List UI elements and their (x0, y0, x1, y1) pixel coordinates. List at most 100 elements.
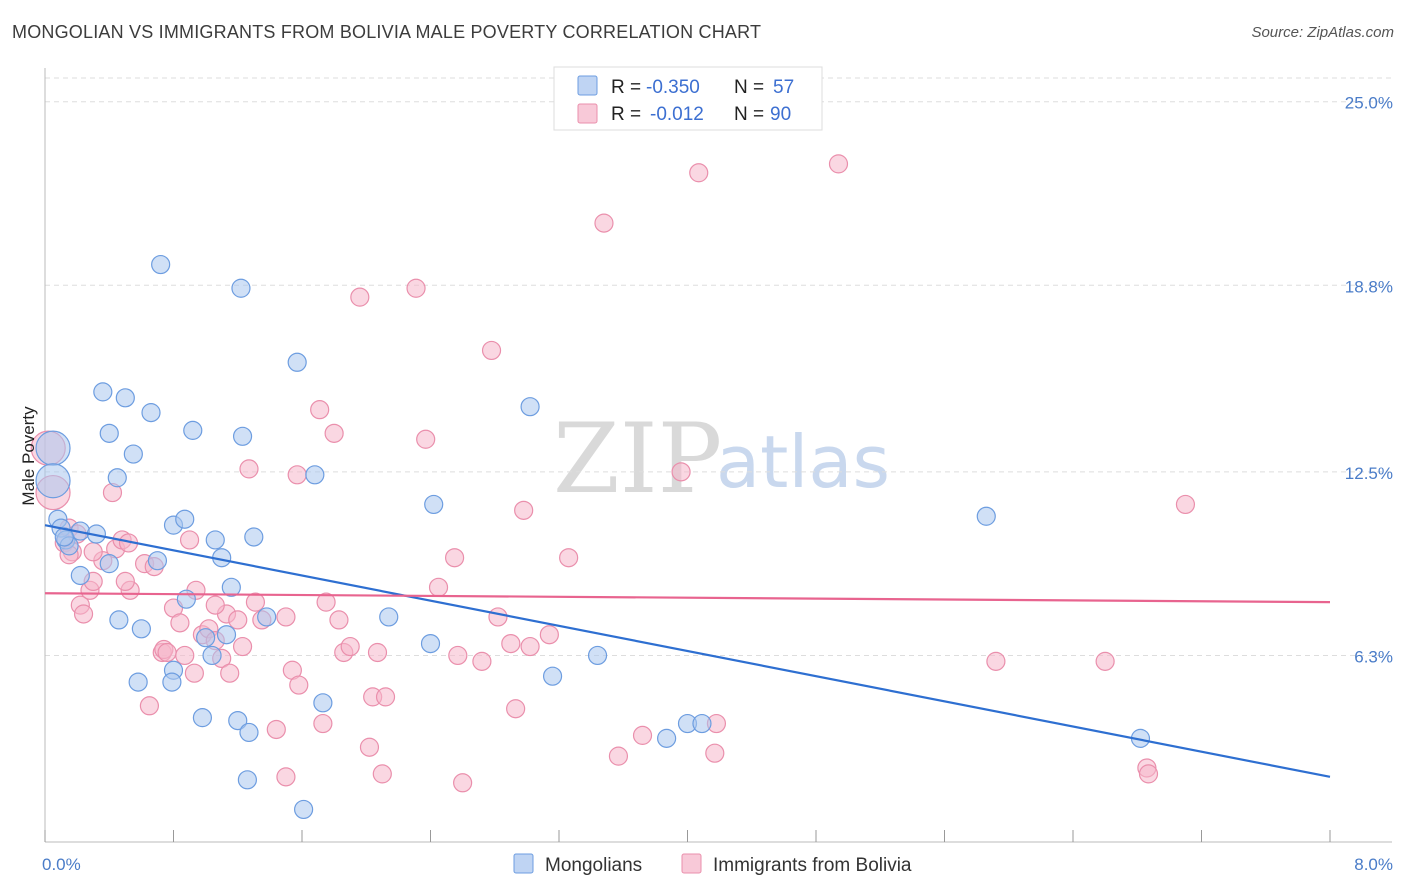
bottom-legend-swatch-bolivia (681, 853, 702, 874)
point-bolivia-20 (175, 645, 195, 666)
point-bolivia-69 (689, 163, 709, 183)
point-bolivia-35 (276, 607, 296, 627)
legend-r-label-mongolians: R = (611, 77, 641, 98)
point-bolivia-42 (324, 423, 344, 443)
point-bolivia-63 (520, 636, 540, 657)
point-bolivia-31 (239, 459, 259, 479)
point-mongolians-42 (192, 708, 213, 728)
point-mongolians-28 (287, 352, 307, 372)
x-tick-labels: 0.0% 8.0% (42, 855, 1393, 874)
watermark: ZIP atlas (553, 403, 890, 515)
point-mongolians-36 (99, 554, 119, 574)
chart-title: MONGOLIAN VS IMMIGRANTS FROM BOLIVIA MAL… (12, 22, 762, 42)
point-mongolians-34 (542, 666, 563, 686)
y-tick-labels: 6.3% 12.5% 18.8% 25.0% (1345, 94, 1393, 667)
x-tick-label-0: 0.0% (42, 855, 81, 874)
point-mongolians-8 (70, 565, 90, 586)
point-bolivia-87 (632, 725, 653, 745)
point-mongolians-50 (294, 799, 314, 820)
point-bolivia-29 (228, 610, 248, 630)
legend-r-value-bolivia: -0.012 (650, 104, 704, 125)
point-mongolians-19 (183, 420, 203, 440)
point-bolivia-62 (514, 500, 534, 520)
point-mongolians-35 (587, 645, 608, 666)
grid (45, 77, 1392, 656)
watermark-zip: ZIP (553, 403, 722, 515)
point-bolivia-76 (1138, 764, 1159, 784)
point-bolivia-64 (539, 625, 559, 645)
point-bolivia-68 (671, 462, 691, 482)
point-mongolians-21 (205, 530, 225, 550)
point-bolivia-74 (1095, 651, 1115, 671)
point-bolivia-66 (594, 213, 614, 233)
y-tick-label-0: 6.3% (1354, 647, 1393, 666)
point-bolivia-79 (83, 542, 103, 562)
point-bolivia-41 (316, 592, 336, 612)
point-mongolians-10 (115, 388, 135, 408)
point-mongolians-29 (305, 465, 325, 485)
y-tick-label-1: 12.5% (1345, 464, 1393, 483)
point-bolivia-89 (73, 604, 94, 624)
point-mongolians-33 (520, 397, 540, 417)
point-mongolians-27 (257, 607, 277, 627)
point-mongolians-39 (128, 672, 148, 692)
top-legend: R = -0.350 N = 57 R = -0.012 N = 90 (553, 66, 823, 131)
point-bolivia-85 (276, 767, 296, 787)
point-mongolians-41 (162, 672, 182, 692)
point-bolivia-67 (608, 746, 629, 766)
point-bolivia-30 (232, 636, 253, 657)
point-mongolians-30 (379, 607, 399, 627)
trendlines (44, 524, 1331, 778)
point-bolivia-45 (340, 636, 360, 657)
point-bolivia-65 (559, 548, 579, 568)
trendline-mongolians (44, 524, 1331, 778)
point-mongolians-16 (147, 551, 168, 571)
point-bolivia-55 (444, 548, 465, 568)
y-axis-label: Male Poverty (19, 406, 38, 506)
point-mongolians-25 (232, 426, 253, 446)
point-mongolians-38 (131, 619, 151, 639)
point-bolivia-43 (329, 610, 349, 630)
point-bolivia-61 (506, 699, 526, 719)
bottom-legend-swatch-mongolians (513, 853, 534, 874)
point-mongolians-45 (216, 625, 237, 645)
point-bolivia-70 (705, 743, 725, 763)
bottom-legend: Mongolians Immigrants from Bolivia (513, 853, 912, 876)
x-tick-label-1: 8.0% (1354, 855, 1393, 874)
point-mongolians-24 (231, 278, 251, 298)
point-mongolians-1 (35, 463, 71, 499)
point-mongolians-9 (99, 423, 119, 443)
point-bolivia-88 (115, 571, 135, 592)
point-mongolians-12 (107, 468, 127, 488)
point-bolivia-28 (220, 663, 240, 683)
point-bolivia-53 (416, 429, 436, 449)
point-bolivia-50 (372, 764, 392, 784)
point-bolivia-38 (289, 675, 309, 695)
point-bolivia-57 (472, 651, 492, 671)
legend-n-value-mongolians: 57 (773, 77, 794, 98)
point-bolivia-77 (1175, 494, 1196, 515)
point-mongolians-46 (228, 710, 248, 731)
point-bolivia-58 (481, 340, 502, 361)
point-bolivia-86 (453, 773, 473, 793)
series-mongolians-points (35, 254, 1151, 820)
point-mongolians-18 (175, 509, 195, 529)
point-mongolians-11 (93, 382, 113, 402)
point-bolivia-54 (428, 577, 449, 597)
point-bolivia-83 (179, 530, 200, 550)
point-mongolians-47 (239, 722, 259, 743)
trendline-bolivia (44, 592, 1331, 604)
legend-n-label-mongolians: N = (734, 77, 764, 98)
bottom-legend-label-bolivia: Immigrants from Bolivia (713, 855, 912, 876)
point-mongolians-0 (35, 430, 71, 466)
legend-r-label-bolivia: R = (611, 104, 641, 125)
point-bolivia-37 (287, 465, 307, 485)
legend-box (553, 66, 823, 131)
point-bolivia-47 (359, 737, 380, 757)
point-mongolians-23 (221, 577, 241, 597)
point-bolivia-19 (170, 613, 190, 633)
point-bolivia-59 (488, 607, 508, 627)
watermark-atlas: atlas (716, 420, 890, 504)
point-bolivia-40 (313, 713, 333, 734)
point-mongolians-53 (692, 713, 712, 734)
